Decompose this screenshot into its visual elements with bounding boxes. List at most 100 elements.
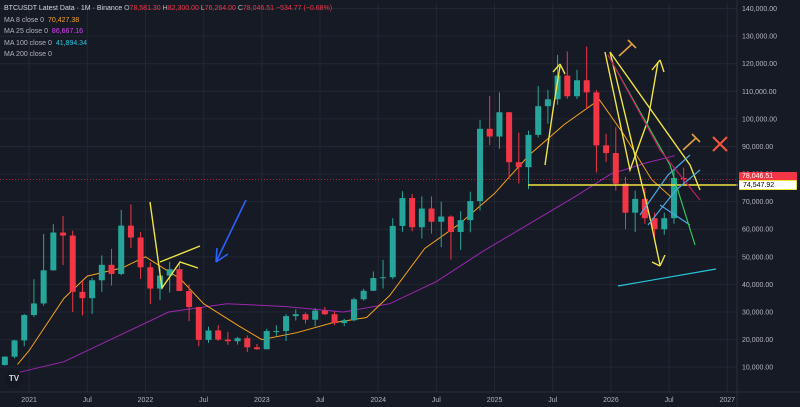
drawings: [149, 39, 738, 290]
arrow-right-wave: [604, 51, 659, 173]
candle-body: [457, 220, 464, 232]
candle-body: [40, 270, 47, 304]
candle-body: [583, 80, 590, 93]
candle: [1, 356, 8, 366]
candle: [98, 255, 105, 292]
candle-body: [564, 75, 571, 97]
legend-ma100[interactable]: MA 100 close 0 41,894.34: [4, 39, 87, 47]
symbol-title: BTCUSDT Latest Data · 1M · Binance: [4, 5, 123, 12]
candle: [321, 307, 328, 316]
candle: [438, 201, 445, 248]
candle-body: [573, 80, 580, 97]
close-mark-icon: [712, 136, 728, 152]
x-axis: 2021 Jul 2022 Jul 2023 Jul 2024 Jul 2025 Jul 2026 J…: [21, 397, 735, 404]
candle-body: [292, 314, 299, 317]
candle: [603, 133, 610, 162]
candle-body: [79, 291, 86, 299]
arrow-blue-drawing: [215, 199, 247, 263]
candle-body: [632, 198, 639, 213]
y-tick-label: 100,000.00: [742, 116, 777, 123]
candle: [331, 311, 338, 326]
x-tick-label: Jul: [432, 397, 441, 404]
y-tick-label: 10,000.00: [742, 365, 773, 372]
candle: [30, 279, 37, 317]
ray-drawing: [607, 54, 696, 246]
candle: [205, 326, 212, 343]
candle-body: [622, 183, 629, 213]
candle: [418, 196, 425, 239]
candle-body: [477, 128, 484, 202]
legend-ma8[interactable]: MA 8 close 0 70,427.38: [4, 16, 80, 24]
candle: [60, 215, 67, 266]
low-value: 76,264.00: [204, 5, 236, 12]
candle: [632, 190, 639, 232]
y-tick-label: 110,000.00: [742, 89, 777, 96]
candle-body: [176, 269, 183, 292]
candle-body: [506, 112, 513, 163]
y-tick-label: 60,000.00: [742, 227, 773, 234]
candle: [486, 95, 493, 146]
x-tick-label: 2026: [603, 397, 619, 404]
x-tick-label: 2021: [21, 397, 37, 404]
legend-ma200[interactable]: MA 200 close 0: [4, 51, 52, 59]
candle: [263, 328, 270, 350]
candle: [234, 336, 241, 345]
candle-body: [127, 225, 134, 238]
candle-body: [603, 145, 610, 154]
candle: [525, 130, 532, 189]
candle-body: [108, 264, 115, 274]
candle: [244, 335, 251, 352]
candle-body: [30, 303, 37, 316]
candle-body: [535, 106, 542, 135]
candle: [224, 331, 231, 345]
candle-body: [544, 99, 551, 107]
candle: [428, 196, 435, 234]
candle-body: [331, 314, 338, 324]
candle-body: [438, 216, 445, 222]
candle: [612, 127, 619, 191]
candle: [467, 191, 474, 233]
tradingview-logo[interactable]: TV: [5, 370, 23, 388]
candle: [350, 297, 357, 322]
candle: [506, 111, 513, 180]
candle-body: [244, 338, 251, 348]
candle-body: [312, 310, 319, 320]
candle: [544, 89, 551, 124]
candle: [273, 325, 280, 336]
candle-body: [273, 331, 280, 333]
legend-ma25[interactable]: MA 25 close 0 86,667.16: [4, 28, 84, 36]
current-price-tag: 78,046.51: [739, 172, 797, 182]
x-tick-label: 2022: [138, 397, 154, 404]
candle-body: [515, 162, 522, 168]
close-value: 78,046.51: [242, 5, 275, 12]
channel-drawing: [639, 154, 701, 226]
candle: [50, 224, 57, 271]
candle-body: [147, 267, 154, 289]
candle-body: [593, 92, 600, 146]
candle-body: [418, 208, 425, 228]
hammer-icon: [618, 39, 701, 151]
candle-body: [157, 275, 164, 289]
candle-body: [1, 356, 8, 365]
candle-body: [360, 290, 367, 300]
candle-body: [195, 307, 202, 340]
candle-body: [496, 112, 503, 137]
candle: [118, 209, 125, 276]
candle: [389, 218, 396, 280]
candle-body: [350, 299, 357, 321]
x-tick-label: 2024: [370, 397, 386, 404]
y-tick-label: 40,000.00: [742, 282, 773, 289]
candle: [186, 284, 193, 322]
y-tick-label: 50,000.00: [742, 254, 773, 261]
candle-body: [302, 314, 309, 320]
candle: [176, 263, 183, 292]
candle-body: [253, 347, 260, 350]
candle-body: [409, 198, 416, 228]
candle: [583, 46, 590, 110]
candle: [573, 69, 580, 100]
y-tick-label: 90,000.00: [742, 144, 773, 151]
candle-body: [60, 232, 67, 236]
y-tick-label: 140,000.00: [742, 6, 777, 13]
candle: [535, 86, 542, 138]
